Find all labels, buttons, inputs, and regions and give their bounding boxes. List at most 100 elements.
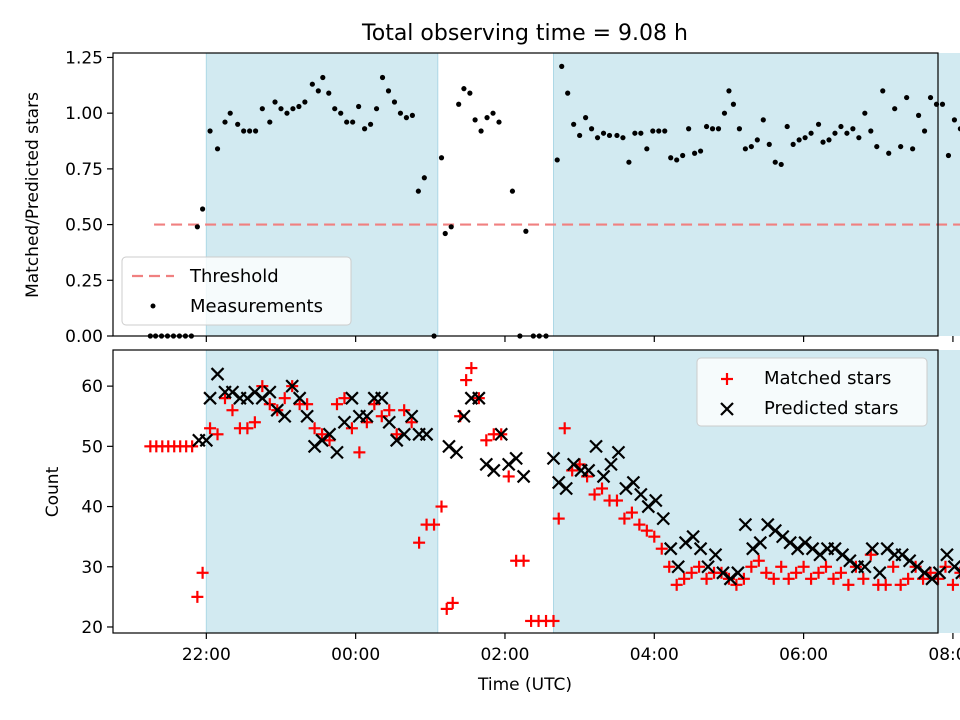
measurement-point	[927, 94, 934, 101]
matched-star-point	[685, 566, 698, 579]
predicted-star-d2	[656, 511, 671, 526]
measurement-point	[638, 130, 644, 136]
matched-star-point	[596, 482, 609, 495]
measurement-point	[397, 110, 404, 116]
matched-star-point	[834, 566, 847, 579]
predicted-star-d2	[225, 385, 240, 399]
x-tick-label: 06:00	[779, 645, 828, 665]
measurement-point	[320, 74, 326, 81]
measurement-point	[815, 121, 822, 127]
measurement-point	[241, 128, 247, 134]
predicted-star-point	[375, 391, 389, 405]
measurement-point	[332, 106, 338, 112]
predicted-star-d2	[330, 445, 344, 460]
predicted-star-d2	[442, 439, 456, 454]
measurement-point	[802, 135, 808, 141]
predicted-star-d2	[360, 409, 374, 424]
legend-measurements-label: Measurements	[190, 296, 323, 317]
x-ticks-top	[205, 336, 954, 342]
measurement-point	[892, 106, 898, 112]
measurement-point	[951, 117, 958, 123]
predicted-star-d2	[300, 409, 314, 424]
measurement-point	[754, 137, 760, 143]
matched-star-point	[879, 578, 892, 591]
legend-matched-swatch	[721, 373, 733, 385]
predicted-star-point	[449, 445, 464, 460]
matched-star-point	[633, 518, 646, 531]
matched-star-point	[797, 560, 810, 573]
matched-star-point	[894, 578, 907, 591]
predicted-star-point	[419, 427, 434, 442]
legend-predicted-swatch	[720, 402, 734, 416]
axes-frame-top	[112, 52, 939, 337]
matched-star-point	[760, 566, 773, 579]
matched-star-point	[375, 410, 388, 423]
predicted-star-d2	[546, 451, 561, 466]
predicted-star-point	[865, 541, 880, 556]
measurement-point	[554, 157, 560, 163]
predicted-star-d2	[902, 553, 917, 568]
predicted-star-point	[472, 391, 486, 405]
measurement-point	[820, 139, 826, 145]
matched-star-point	[588, 488, 601, 501]
predicted-star-point	[858, 559, 872, 574]
matched-star-point	[440, 602, 453, 615]
measurement-point	[644, 146, 650, 152]
predicted-star-point	[581, 463, 596, 478]
predicted-star-d2	[203, 391, 217, 405]
matched-star-point	[857, 572, 870, 585]
measurement-point	[945, 152, 952, 159]
predicted-star-d2	[604, 457, 618, 472]
predicted-star-d2	[559, 481, 573, 496]
measurement-point	[850, 126, 856, 132]
predicted-star-point	[626, 475, 641, 490]
matched-star-point	[345, 422, 358, 435]
y-tick-label: 40	[81, 498, 103, 518]
matched-star-point	[191, 590, 204, 603]
matched-star-point	[902, 572, 915, 585]
x-ticks-bottom: 22:00 00:00 02:00 04:00 06:00 08:00	[182, 633, 960, 665]
matched-star-point	[248, 416, 261, 429]
matched-star-point	[946, 578, 959, 591]
matched-star-point	[820, 560, 833, 573]
predicted-star-d2	[419, 427, 434, 442]
measurement-point	[456, 101, 462, 107]
predicted-star-d2	[947, 559, 960, 574]
predicted-star-point	[330, 445, 344, 460]
predicted-star-point	[546, 451, 561, 466]
y-grid-ticks-bottom: 20 30 40 50 60	[81, 377, 113, 638]
predicted-star-d2	[589, 439, 603, 454]
measurement-point	[478, 128, 484, 134]
matched-star-point	[954, 566, 960, 579]
matched-star-point	[226, 404, 239, 417]
measurement-point	[350, 119, 356, 125]
measurement-point	[415, 188, 421, 194]
measurement-point	[856, 135, 862, 141]
measurement-point	[523, 228, 529, 234]
predicted-star-point	[486, 463, 501, 478]
measurement-point	[214, 146, 221, 152]
predicted-star-point	[300, 409, 314, 424]
predicted-star-d2	[775, 529, 790, 544]
measurement-point	[442, 230, 448, 237]
panel-counts: 20 30 40 50 60 22:00 00:00 02:00 04:00 06:00 08:0…	[43, 349, 960, 695]
matched-star-point	[204, 422, 217, 435]
matched-star-point	[782, 572, 795, 585]
matched-star-point	[558, 422, 571, 435]
predicted-star-point	[596, 469, 611, 484]
predicted-star-point	[494, 427, 509, 442]
x-tick-label: 04:00	[630, 645, 679, 665]
axes-frame-bottom	[112, 349, 939, 634]
measurement-point	[715, 126, 722, 132]
predicted-star-point	[955, 566, 960, 580]
predicted-star-d2	[634, 487, 648, 502]
predicted-star-d2	[649, 493, 663, 508]
predicted-star-d2	[917, 566, 932, 580]
measurement-point	[577, 132, 583, 139]
observing-window	[206, 350, 438, 633]
matched-star-point	[618, 512, 631, 525]
matched-star-point	[263, 398, 276, 411]
legend-matched-label: Matched stars	[764, 368, 891, 389]
legend-threshold-label: Threshold	[189, 266, 279, 287]
predicted-star-point	[277, 409, 292, 424]
